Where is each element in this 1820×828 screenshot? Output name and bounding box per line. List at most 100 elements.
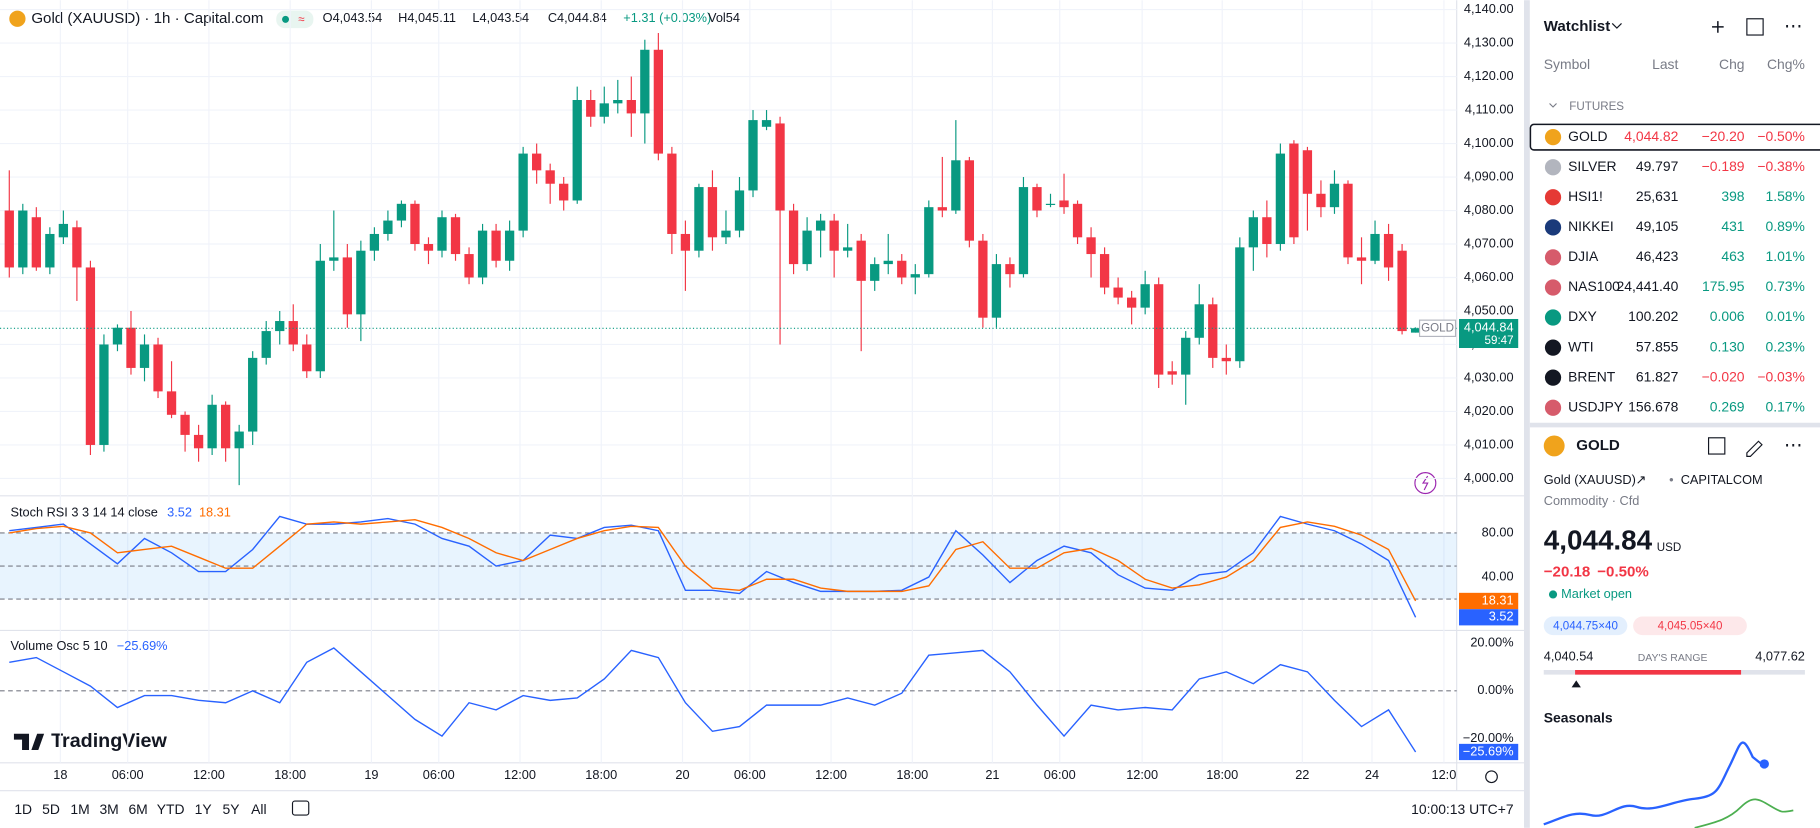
candle-body xyxy=(572,100,582,201)
candle-body xyxy=(410,203,420,245)
status-dot xyxy=(1548,590,1558,599)
change-pct: −0.38% xyxy=(1757,158,1805,174)
x-tick-label: 21 xyxy=(985,767,999,782)
edit-icon[interactable] xyxy=(1746,440,1763,457)
y-tick-label: 4,140.00 xyxy=(1464,1,1514,16)
external-icon[interactable]: ↗ xyxy=(1635,472,1646,487)
alert-icon[interactable] xyxy=(1414,472,1437,495)
last: 24,441.40 xyxy=(1617,278,1679,294)
range-button[interactable]: YTD xyxy=(157,801,185,817)
candle-body xyxy=(559,183,569,201)
last: 100.202 xyxy=(1628,308,1679,324)
range-button[interactable]: 1M xyxy=(70,801,89,817)
x-tick-label: 19 xyxy=(364,767,378,782)
candle-body xyxy=(1397,250,1407,332)
detail-price: 4,044.84 xyxy=(1544,525,1653,556)
symbol[interactable]: WTI xyxy=(1568,338,1593,354)
collapse-icon[interactable] xyxy=(1549,103,1557,108)
candle-body xyxy=(1248,217,1258,248)
symbol-icon xyxy=(1544,219,1562,236)
y-tick-label: 4,130.00 xyxy=(1464,34,1514,49)
range-button[interactable]: 3M xyxy=(99,801,118,817)
candle-body xyxy=(1194,304,1204,338)
range-button[interactable]: 1D xyxy=(14,801,32,817)
symbol[interactable]: DJIA xyxy=(1568,248,1599,264)
candle-body xyxy=(924,207,934,275)
selected-row[interactable] xyxy=(1529,123,1820,151)
symbol-icon xyxy=(1544,369,1562,386)
dropdown-icon[interactable] xyxy=(1611,23,1622,29)
change-pct: −0.03% xyxy=(1757,368,1805,384)
candle-body xyxy=(1302,150,1313,194)
candle-body xyxy=(356,250,366,315)
indicator-line xyxy=(9,519,1417,602)
x-tick-label: 12:00 xyxy=(504,767,536,782)
symbol[interactable]: SILVER xyxy=(1568,158,1616,174)
ohlc-value: C4,044.84 xyxy=(548,10,607,25)
y-tick-label: 4,120.00 xyxy=(1464,68,1514,83)
candle-body xyxy=(1045,203,1056,205)
symbol[interactable]: USDJPY xyxy=(1568,398,1623,414)
more-icon[interactable]: ⋯ xyxy=(1784,15,1803,36)
change-value: +1.31 (+0.03%) xyxy=(623,10,711,25)
candle-body xyxy=(586,100,596,117)
candle-body xyxy=(910,274,920,278)
countdown: 59:47 xyxy=(1485,334,1514,347)
range-button[interactable]: 1Y xyxy=(195,801,212,817)
detail-symbol: GOLD xyxy=(1576,437,1620,454)
chart-title: Gold (XAUUSD) · 1h · Capital.com xyxy=(31,10,263,27)
x-tick-label: 22 xyxy=(1295,767,1309,782)
candle-body xyxy=(1262,217,1272,245)
range-high: 4,077.62 xyxy=(1755,649,1805,664)
candle-body xyxy=(721,230,731,238)
candle-body xyxy=(1167,371,1177,375)
range-button[interactable]: 6M xyxy=(128,801,147,817)
candle-body xyxy=(640,49,650,114)
x-tick-label: 12:0 xyxy=(1432,767,1457,782)
candle-body xyxy=(275,321,285,332)
status-dot xyxy=(282,15,290,23)
candle-body xyxy=(221,404,231,449)
y-tick-label: 4,030.00 xyxy=(1464,369,1514,384)
seasonals-title[interactable]: Seasonals xyxy=(1544,709,1613,725)
layout-icon[interactable] xyxy=(1746,18,1764,36)
column-header: Symbol xyxy=(1544,56,1590,72)
x-tick-label: 18:00 xyxy=(896,767,928,782)
candle-body xyxy=(1154,284,1164,375)
bid: 4,044.75×40 xyxy=(1553,619,1618,632)
candle-body xyxy=(85,267,96,445)
range-button[interactable]: 5Y xyxy=(222,801,239,817)
y-tick-label: 40.00 xyxy=(1482,568,1514,583)
add-icon[interactable] xyxy=(1712,21,1724,33)
change-pct: 0.17% xyxy=(1765,398,1804,414)
range-button[interactable]: All xyxy=(251,801,266,817)
candle-body xyxy=(72,227,82,268)
last: 156.678 xyxy=(1628,398,1679,414)
y-tick-label: 4,000.00 xyxy=(1464,470,1514,485)
status-chip[interactable] xyxy=(276,10,314,29)
y-tick-label: 4,110.00 xyxy=(1465,101,1514,116)
symbol[interactable]: GOLD xyxy=(1568,128,1607,144)
candle-body xyxy=(667,153,677,234)
change: 0.006 xyxy=(1710,308,1745,324)
range-button[interactable]: 5D xyxy=(42,801,60,817)
y-tick-label: 4,070.00 xyxy=(1464,235,1514,250)
detail-exchange: CAPITALCOM xyxy=(1681,472,1763,487)
symbol[interactable]: DXY xyxy=(1568,308,1597,324)
candle-body xyxy=(1289,143,1299,238)
grid-icon[interactable] xyxy=(1707,437,1726,455)
indicator-line xyxy=(9,647,1417,753)
settings-icon[interactable] xyxy=(1485,770,1498,784)
compare-icon[interactable] xyxy=(291,800,310,816)
more-icon[interactable]: ⋯ xyxy=(1784,434,1803,455)
symbol[interactable]: NIKKEI xyxy=(1568,218,1614,234)
symbol[interactable]: BRENT xyxy=(1568,368,1616,384)
legend-value: 3.52 xyxy=(167,505,192,520)
symbol[interactable]: NAS100 xyxy=(1568,278,1620,294)
legend-value: 18.31 xyxy=(199,505,231,520)
symbol[interactable]: HSI1! xyxy=(1568,188,1603,204)
change-pct: 0.73% xyxy=(1765,278,1804,294)
candle-body xyxy=(1208,304,1218,358)
watchlist-title[interactable]: Watchlist xyxy=(1544,18,1610,35)
